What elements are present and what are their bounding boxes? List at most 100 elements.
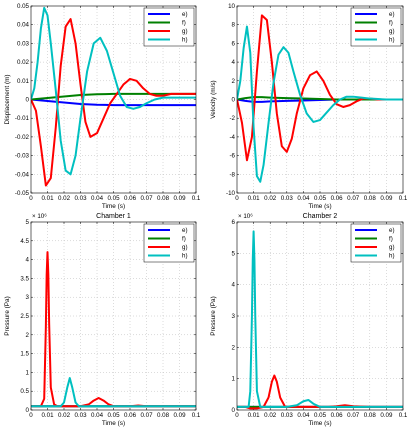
y-tick-label: -0.05 [15, 190, 30, 197]
x-axis-label: Time (s) [102, 203, 125, 210]
x-tick-label: 0.08 [364, 195, 377, 202]
y-tick-label: 3 [26, 294, 30, 301]
y-tick-label: 1 [232, 376, 236, 383]
legend-label: e) [182, 11, 188, 18]
x-tick-label: 0.07 [140, 195, 153, 202]
y-tick-label: 4 [232, 282, 236, 289]
y-tick-label: 8 [232, 22, 236, 29]
x-tick-label: 0.01 [41, 412, 54, 419]
y-tick-label: 10 [228, 3, 235, 10]
x-tick-label: 0.08 [157, 412, 170, 419]
y-tick-label: 1 [26, 369, 30, 376]
y-tick-label: 5 [232, 250, 236, 257]
y-tick-label: 0 [26, 407, 30, 414]
x-tick-label: 0.03 [74, 412, 87, 419]
legend: e) f)g) h) [350, 7, 402, 47]
y-tick-label: 5 [26, 219, 30, 226]
plot-frame [30, 221, 197, 411]
y-tick-label: -0.03 [15, 153, 30, 160]
legend-label: g) [182, 28, 188, 35]
x-tick-label: 0.07 [140, 412, 153, 419]
x-tick-label: 0.1 [192, 412, 201, 419]
x-tick-label: 0.03 [74, 195, 87, 202]
x-tick-label: 0.02 [264, 195, 277, 202]
legend-label: h) [182, 37, 188, 44]
y-tick-label: 0.5 [20, 388, 29, 395]
x-tick-label: 0.02 [58, 195, 71, 202]
x-axis-label: Time (s) [102, 420, 125, 427]
x-axis-label: Time (s) [308, 203, 331, 210]
y-tick-label: 0.03 [17, 40, 30, 47]
legend: e) f)g) h) [143, 223, 195, 263]
x-tick-label: 0.1 [399, 412, 408, 419]
y-tick-label: 2.5 [20, 313, 29, 320]
x-tick-label: 0.08 [157, 195, 170, 202]
x-tick-label: 0.07 [347, 195, 360, 202]
legend-label: h) [389, 37, 395, 44]
y-tick-label: 3.5 [20, 275, 29, 282]
y-tick-label: 3 [232, 313, 236, 320]
y-tick-label: 2 [232, 78, 236, 85]
x-tick-label: 0.05 [314, 412, 327, 419]
legend-label: f) [389, 236, 393, 243]
series-line-f [237, 96, 403, 101]
y-tick-label: 6 [232, 219, 236, 226]
y-tick-label: -0.04 [15, 171, 30, 178]
y-axis-label: Pressure (Pa) [210, 296, 217, 335]
series-line-g [237, 374, 403, 410]
series-line-h [31, 6, 196, 176]
x-tick-label: 0.05 [107, 412, 120, 419]
y-tick-label: 0.05 [17, 3, 30, 10]
y-tick-label: 0 [232, 97, 236, 104]
y-axis-multiplier: × 10⁶ [32, 213, 47, 220]
x-tick-label: 0.04 [91, 412, 104, 419]
x-tick-label: 0.1 [399, 195, 408, 202]
legend-label: g) [389, 244, 395, 251]
y-tick-label: -0.01 [15, 115, 30, 122]
series-line-g [237, 14, 403, 162]
plot-frame [236, 5, 404, 194]
x-tick-label: 0.03 [281, 412, 294, 419]
y-tick-label: -6 [229, 153, 235, 160]
legend-label: h) [182, 253, 188, 260]
x-tick-label: 0.09 [173, 195, 186, 202]
x-tick-label: 0 [29, 412, 33, 419]
x-tick-label: 0.04 [297, 195, 310, 202]
series-line-h [237, 230, 403, 408]
y-tick-label: -0.02 [15, 134, 30, 141]
chart-panel-1: 0 0.01 0.02 0.03 0.04 0.05 0.06 0.07 0.08 0.09 0.1… [4, 3, 201, 210]
x-tick-label: 0.06 [331, 412, 344, 419]
x-tick-label: 0.1 [192, 195, 201, 202]
legend-label: g) [389, 28, 395, 35]
y-axis-label: Velocity (m/s) [210, 80, 217, 118]
x-tick-label: 0.05 [314, 195, 327, 202]
y-tick-label: -10 [226, 190, 236, 197]
x-tick-label: 0.04 [91, 195, 104, 202]
y-axis-label: Pressure (Pa) [4, 296, 11, 335]
legend: e) f)g) h) [350, 223, 402, 263]
legend-label: e) [389, 11, 395, 18]
y-tick-label: 2 [26, 332, 30, 339]
series-line-e [31, 98, 196, 107]
x-tick-label: 0 [235, 412, 239, 419]
y-axis-multiplier: × 10⁶ [238, 213, 253, 220]
series-line-f [31, 92, 196, 101]
legend-label: g) [182, 244, 188, 251]
x-tick-label: 0.09 [380, 412, 393, 419]
x-tick-label: 0.05 [107, 195, 120, 202]
x-tick-label: 0.09 [380, 195, 393, 202]
x-tick-label: 0.02 [264, 412, 277, 419]
chart-panel-3: 0 0.01 0.02 0.03 0.04 0.05 0.06 0.07 0.08 0.09 0.1… [4, 213, 201, 427]
y-tick-label: 0.01 [17, 78, 30, 85]
chart-panel-4: 0 0.01 0.02 0.03 0.04 0.05 0.06 0.07 0.08 0.09 0.1… [210, 213, 408, 427]
y-tick-label: 4.5 [20, 238, 29, 245]
y-tick-label: 2 [232, 344, 236, 351]
x-axis-label: Time (s) [308, 420, 331, 427]
x-tick-label: 0.04 [297, 412, 310, 419]
legend: e) f)g) h) [143, 7, 195, 47]
legend-label: h) [389, 253, 395, 260]
x-tick-label: 0.06 [331, 195, 344, 202]
x-tick-label: 0.03 [281, 195, 294, 202]
legend-label: e) [182, 227, 188, 234]
